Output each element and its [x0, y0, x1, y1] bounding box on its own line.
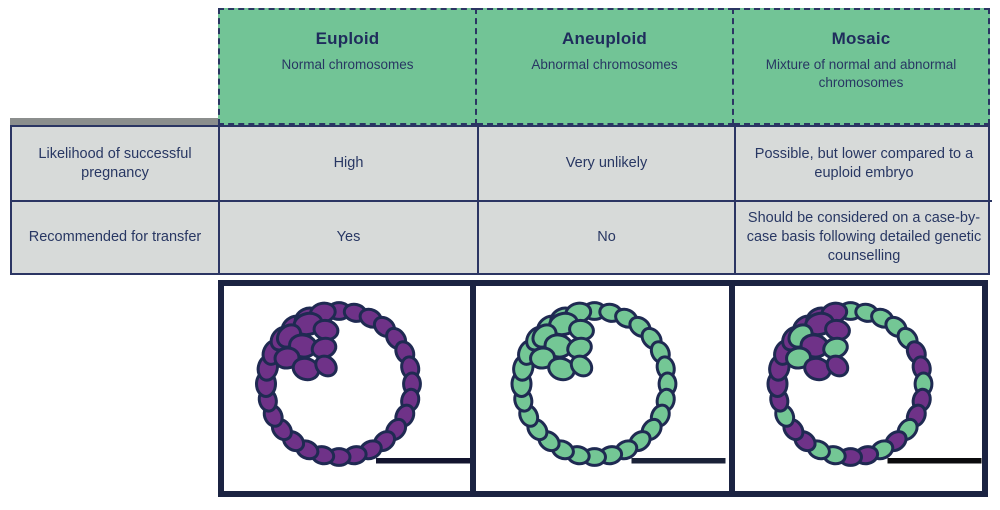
embryo-box-aneuploid [470, 280, 735, 497]
column-subtitle-mosaic: Mixture of normal and abnormal chromosom… [765, 57, 957, 90]
header-cell-aneuploid: Aneuploid Abnormal chromosomes [477, 8, 734, 125]
cell-pregnancy-mosaic: Possible, but lower compared to a euploi… [736, 127, 992, 202]
embryo-box-euploid [218, 280, 476, 497]
cell-transfer-mosaic: Should be considered on a case-by-case b… [746, 210, 982, 264]
cell-pregnancy-euploid: High [220, 127, 479, 202]
info-grid: Likelihood of successful pregnancy High … [10, 125, 992, 275]
column-subtitle-aneuploid: Abnormal chromosomes [531, 57, 678, 72]
header-cell-mosaic: Mosaic Mixture of normal and abnormal ch… [734, 8, 990, 125]
embryo-box-mosaic [729, 280, 988, 497]
row-label-pregnancy: Likelihood of successful pregnancy [12, 127, 220, 202]
aneuploid-embryo-illustration [476, 286, 729, 491]
header-cell-euploid: Euploid Normal chromosomes [218, 8, 477, 125]
cell-transfer-aneuploid: No [479, 202, 736, 273]
column-title-mosaic: Mosaic [831, 29, 891, 48]
table-shadow-strip [10, 118, 218, 125]
euploid-embryo-illustration [224, 286, 470, 491]
cell-transfer-euploid: Yes [220, 202, 479, 273]
column-title-aneuploid: Aneuploid [562, 29, 647, 48]
column-title-euploid: Euploid [315, 29, 380, 48]
cell-pregnancy-aneuploid: Very unlikely [479, 127, 736, 202]
row-label-transfer: Recommended for transfer [12, 202, 220, 273]
header-row: Euploid Normal chromosomes Aneuploid Abn… [218, 8, 990, 125]
column-subtitle-euploid: Normal chromosomes [281, 57, 414, 72]
mosaic-embryo-illustration [735, 286, 982, 491]
